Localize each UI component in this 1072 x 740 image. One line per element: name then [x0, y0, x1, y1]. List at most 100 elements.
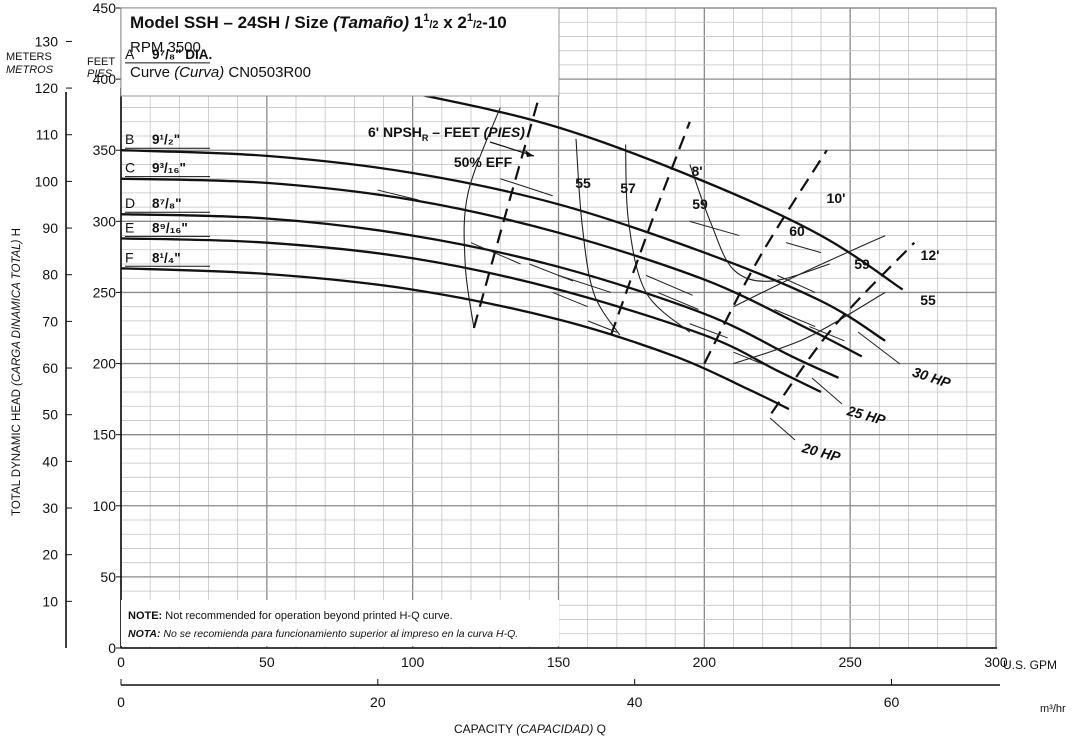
hp-limit-tick — [529, 263, 574, 282]
efficiency-label: 59 — [854, 256, 870, 272]
gpm-tick-label: 100 — [401, 654, 425, 670]
efficiency-curve — [463, 107, 501, 329]
npsh-value-label: 10' — [827, 190, 846, 206]
efficiency-curve — [575, 138, 621, 336]
impeller-letter-b: B — [125, 131, 134, 147]
feet-tick-label: 100 — [93, 498, 117, 514]
meter-tick-label: 20 — [42, 547, 58, 563]
feet-tick-label: 50 — [100, 569, 116, 585]
meter-tick-label: 50 — [42, 407, 58, 423]
npsh-value-label: 12' — [921, 247, 940, 263]
impeller-curve-d — [120, 213, 839, 379]
hp-limit-tick — [558, 274, 612, 293]
efficiency-label: 55 — [920, 292, 936, 308]
hp-limit-tick — [657, 291, 699, 310]
hp-label: 30 HP — [911, 364, 954, 391]
gpm-tick-label: 0 — [117, 654, 125, 670]
impeller-curve-e — [120, 237, 822, 394]
feet-tick-label: 350 — [93, 142, 117, 158]
meter-tick-label: 90 — [42, 220, 58, 236]
npsh-line — [703, 149, 828, 365]
gpm-tick-label: 150 — [547, 654, 571, 670]
npsh-value-label: 8' — [691, 163, 702, 179]
hp-limit-tick — [552, 291, 588, 308]
hp-limit-tick — [785, 242, 822, 254]
hp-limit-tick — [500, 178, 553, 197]
meter-tick-label: 40 — [42, 453, 58, 469]
subtitle-curve: Curve (Curva) CN0503R00 — [130, 64, 311, 81]
impeller-curve-c — [120, 177, 863, 358]
efficiency-label: 50% EFF — [454, 154, 513, 170]
x-axis-label: CAPACITY (CAPACIDAD) Q — [454, 722, 606, 736]
hp-limit-tick — [809, 326, 845, 342]
npsh-title: 6' NPSHR – FEET (PIES) — [368, 124, 525, 143]
hp-limit-tick — [645, 274, 693, 296]
feet-tick-label: 250 — [93, 284, 117, 300]
hp-leader — [769, 417, 796, 441]
feet-tick-label: 300 — [93, 213, 117, 229]
gpm-tick-label: 250 — [838, 654, 862, 670]
hp-limit-tick — [733, 351, 769, 367]
hp-limit-tick — [377, 189, 419, 201]
impeller-letter-a: A — [125, 46, 135, 62]
efficiency-label: 59 — [692, 196, 708, 212]
npsh-line — [770, 241, 916, 414]
impeller-curve-f — [120, 267, 790, 411]
note-box — [121, 600, 559, 646]
feet-tick-label: 150 — [93, 427, 117, 443]
x-unit-m3: m³/hr — [1040, 703, 1066, 715]
npsh-pointer-arrowhead — [525, 150, 534, 157]
feet-label: FEET — [87, 56, 115, 68]
impeller-diameter-d: 8⁷/₈" — [152, 196, 182, 211]
efficiency-curve — [733, 291, 886, 365]
meters-label: METERS — [6, 51, 52, 63]
hp-limit-tick — [689, 323, 728, 339]
hp-limit-tick — [470, 242, 521, 265]
hp-limit-tick — [689, 220, 740, 237]
efficiency-curve — [625, 144, 691, 333]
subtitle-rpm: RPM 3500 — [130, 39, 201, 56]
impeller-diameter-a: 9⁷/₈" DIA. — [152, 47, 212, 62]
impeller-diameter-c: 9³/₁₆" — [152, 161, 186, 176]
meter-tick-label: 10 — [42, 593, 58, 609]
impeller-letter-e: E — [125, 219, 134, 235]
meter-tick-label: 120 — [35, 80, 59, 96]
feet-tick-label: 0 — [108, 640, 116, 656]
gpm-tick-label: 300 — [984, 654, 1008, 670]
m3-tick-label: 20 — [370, 694, 386, 710]
npsh-line — [609, 121, 691, 336]
chart-title: Model SSH – 24SH / Size (Tamaño) 11/2 x … — [130, 12, 507, 32]
hp-limit-tick — [774, 309, 816, 328]
nota-line: NOTA: No se recomienda para funcionamien… — [128, 628, 518, 640]
gpm-tick-label: 200 — [693, 654, 717, 670]
meter-tick-label: 100 — [35, 173, 59, 189]
title-box — [120, 7, 560, 97]
m3-tick-label: 40 — [627, 694, 643, 710]
meter-tick-label: 30 — [42, 500, 58, 516]
impeller-letter-c: C — [125, 160, 135, 176]
y-axis-label: TOTAL DYNAMIC HEAD (CARGA DINAMICA TOTAL… — [11, 228, 23, 516]
impeller-letter-d: D — [125, 195, 135, 211]
pies-label: PIES — [87, 68, 113, 80]
m3-tick-label: 60 — [884, 694, 900, 710]
hp-limit-tick — [777, 274, 816, 293]
feet-tick-label: 450 — [93, 0, 117, 16]
efficiency-label: 60 — [789, 223, 805, 239]
meter-tick-label: 110 — [36, 127, 59, 143]
impeller-diameter-e: 8⁹/₁₆" — [152, 220, 188, 235]
feet-tick-label: 400 — [93, 71, 117, 87]
efficiency-curve — [689, 164, 830, 282]
meter-tick-label: 130 — [35, 33, 59, 49]
m3-tick-label: 0 — [117, 694, 125, 710]
impeller-diameter-f: 8¹/₄" — [152, 250, 181, 265]
meter-tick-label: 80 — [42, 267, 58, 283]
metros-label: METROS — [6, 64, 54, 76]
hp-leader — [811, 377, 843, 405]
meter-tick-label: 60 — [42, 360, 58, 376]
impeller-diameter-b: 9¹/₂" — [152, 132, 180, 147]
impeller-curve-b — [120, 149, 886, 342]
hp-limit-tick — [587, 320, 618, 333]
gpm-tick-label: 50 — [259, 654, 275, 670]
x-unit-gpm: U.S. GPM — [1003, 658, 1057, 672]
